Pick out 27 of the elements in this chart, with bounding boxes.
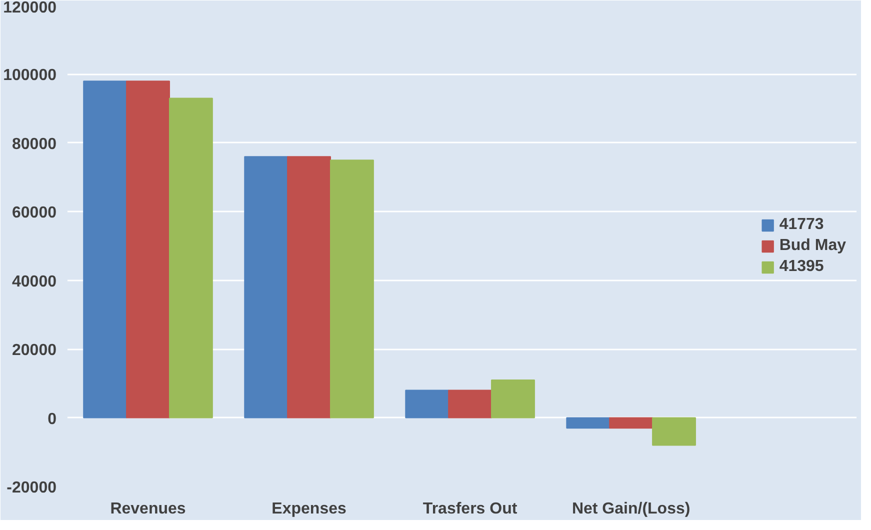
y-tick-label: 20000 <box>12 342 57 360</box>
bar <box>83 80 128 418</box>
bar <box>168 98 213 418</box>
bar <box>609 417 654 429</box>
y-tick-label: 100000 <box>3 67 57 84</box>
legend-label: Bud May <box>779 236 846 254</box>
y-tick-label: 120000 <box>3 0 57 16</box>
x-tick-label: Revenues <box>110 500 186 518</box>
y-tick-label: 80000 <box>12 136 57 153</box>
bar <box>491 379 535 418</box>
x-tick-label: Trasfers Out <box>422 500 518 518</box>
bar <box>652 417 696 446</box>
bar <box>287 156 331 418</box>
legend-label: 41773 <box>779 216 824 234</box>
bar <box>126 80 170 418</box>
legend-label: 41395 <box>779 258 824 276</box>
bar <box>448 390 492 418</box>
bar <box>405 390 450 418</box>
y-tick-label: -20000 <box>6 480 57 496</box>
x-tick-label: Expenses <box>272 500 346 518</box>
y-tick-label: 40000 <box>12 273 57 290</box>
bar <box>566 417 610 429</box>
x-tick-label: Net Gain/(Loss) <box>572 500 690 518</box>
bar <box>244 156 288 418</box>
y-tick-label: 60000 <box>12 204 57 222</box>
bar <box>330 160 374 418</box>
y-tick-label: 0 <box>48 410 57 428</box>
